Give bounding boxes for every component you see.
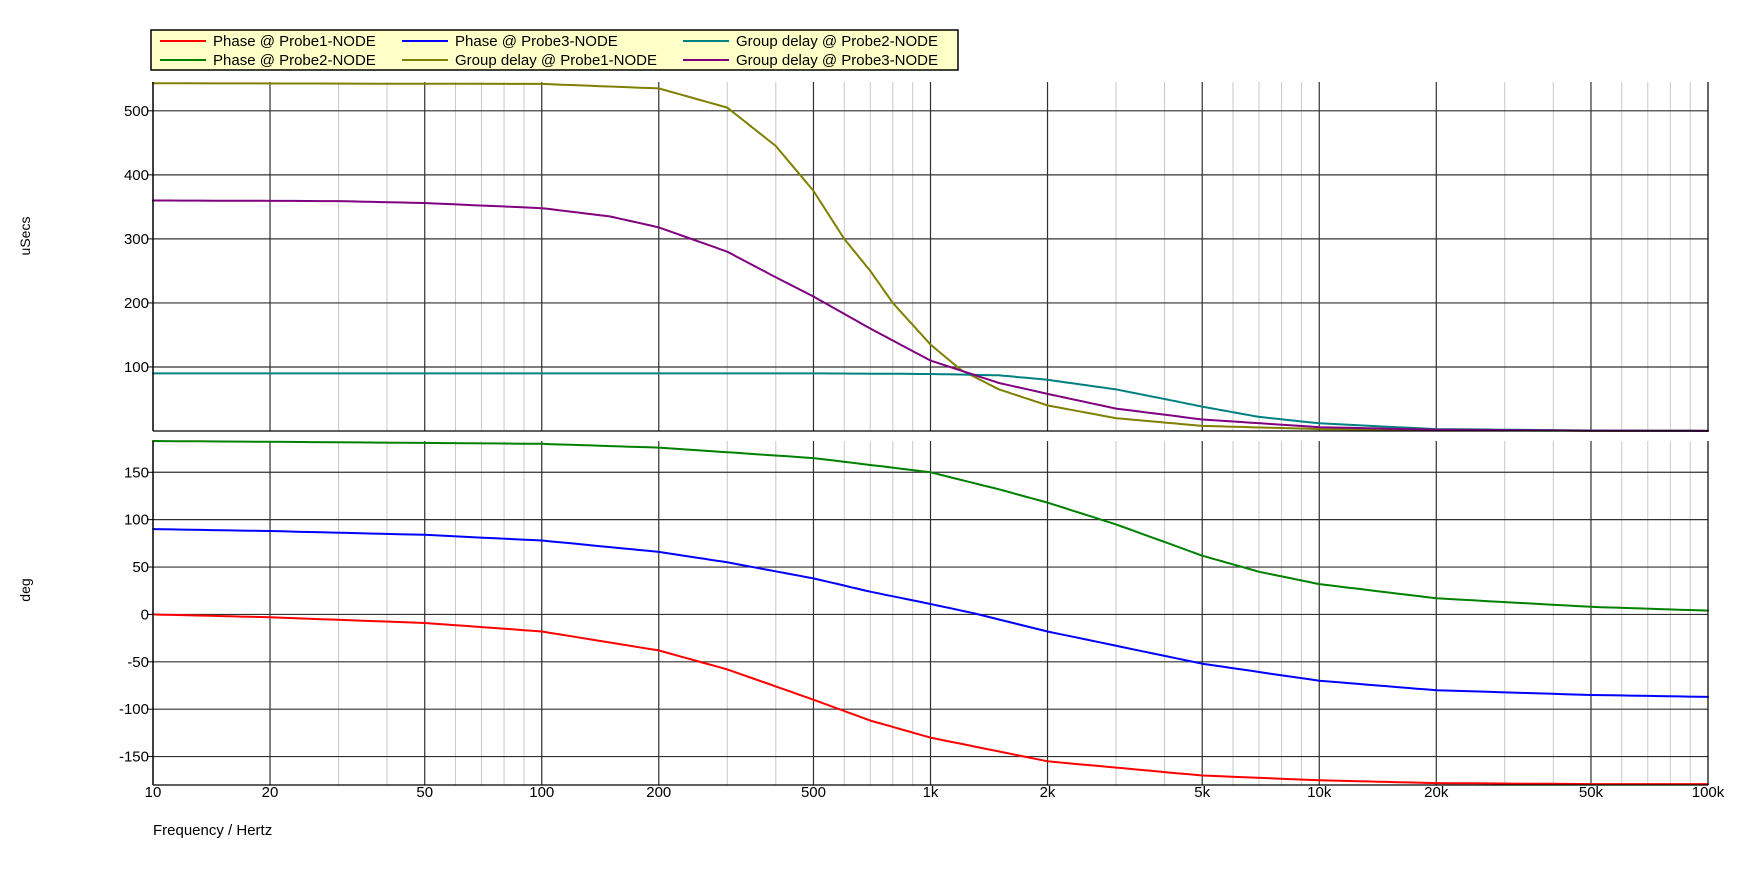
y-tick-label: 500	[124, 103, 149, 120]
y-tick-label: -50	[127, 654, 149, 671]
legend-label: Group delay @ Probe2-NODE	[736, 33, 938, 50]
x-tick-label: 1k	[923, 784, 939, 801]
x-tick-label: 20	[262, 784, 279, 801]
y-tick-label: 300	[124, 231, 149, 248]
y-tick-label: 50	[132, 559, 149, 576]
y-axis-label-bottom: deg	[17, 578, 33, 601]
grid	[153, 82, 1708, 785]
legend-label: Phase @ Probe1-NODE	[213, 33, 376, 50]
x-tick-label: 5k	[1194, 784, 1210, 801]
legend-label: Phase @ Probe2-NODE	[213, 52, 376, 69]
legend-box	[150, 29, 959, 71]
y-axis-label-top: uSecs	[17, 217, 33, 256]
y-tick-label: 0	[141, 606, 149, 623]
y-tick-label: 400	[124, 167, 149, 184]
y-tick-label: 100	[124, 512, 149, 529]
legend-label: Phase @ Probe3-NODE	[455, 33, 618, 50]
y-tick-label: 200	[124, 295, 149, 312]
series-line	[152, 372, 1709, 432]
series-line	[152, 613, 1709, 786]
series-line	[152, 199, 1709, 432]
series-lines	[152, 82, 1709, 786]
series-line	[152, 528, 1709, 698]
series-line	[152, 440, 1709, 612]
tick-labels: 100 200 300 400 500 -150 -100 -50 0 50 100 150 10 20 5…	[119, 103, 1725, 801]
x-tick-label: 100k	[1692, 784, 1725, 801]
x-tick-label: 500	[801, 784, 826, 801]
x-tick-label: 100	[529, 784, 554, 801]
y-tick-label: 100	[124, 359, 149, 376]
x-tick-label: 10k	[1307, 784, 1332, 801]
x-tick-label: 50k	[1579, 784, 1604, 801]
legend-label: Group delay @ Probe3-NODE	[736, 52, 938, 69]
x-tick-label: 50	[416, 784, 433, 801]
x-tick-label: 20k	[1424, 784, 1449, 801]
x-tick-label: 200	[646, 784, 671, 801]
x-tick-label: 10	[145, 784, 162, 801]
y-tick-label: -150	[119, 749, 149, 766]
x-axis-label: Frequency / Hertz	[153, 822, 272, 839]
legend: Phase @ Probe1-NODE Phase @ Probe3-NODE Gr…	[150, 29, 959, 71]
y-tick-label: 150	[124, 464, 149, 481]
series-line	[152, 82, 1709, 432]
legend-label: Group delay @ Probe1-NODE	[455, 52, 657, 69]
plot-frame	[152, 82, 1709, 786]
y-tick-label: -100	[119, 701, 149, 718]
x-tick-label: 2k	[1040, 784, 1056, 801]
